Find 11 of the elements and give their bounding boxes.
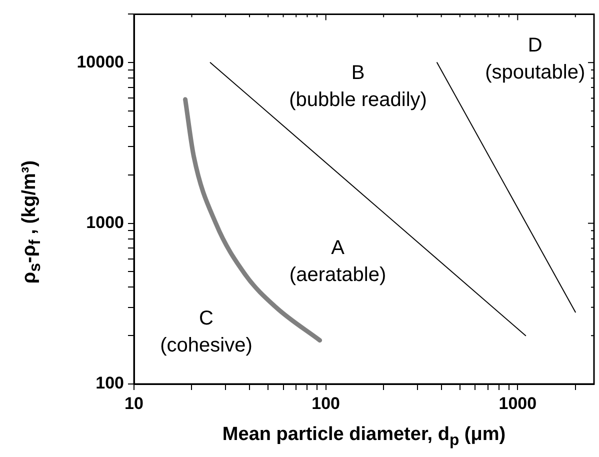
y-tick-label: 1000: [86, 212, 124, 232]
annotation: C (cohesive): [160, 307, 252, 356]
x-tick-label: 100: [312, 394, 340, 413]
x-tick-label: 1000: [498, 394, 537, 413]
annotation: D (spoutable): [485, 34, 586, 84]
y-tick-label: 100: [96, 374, 124, 393]
annotation: A (aeratable): [289, 237, 386, 286]
x-axis-title: Mean particle diameter, d$_{p}$ (μm): [221, 424, 507, 450]
y-tick-label: 10000: [76, 52, 124, 72]
x-tick-label: 10: [124, 394, 144, 413]
annotation: B (bubble readily): [289, 62, 427, 111]
